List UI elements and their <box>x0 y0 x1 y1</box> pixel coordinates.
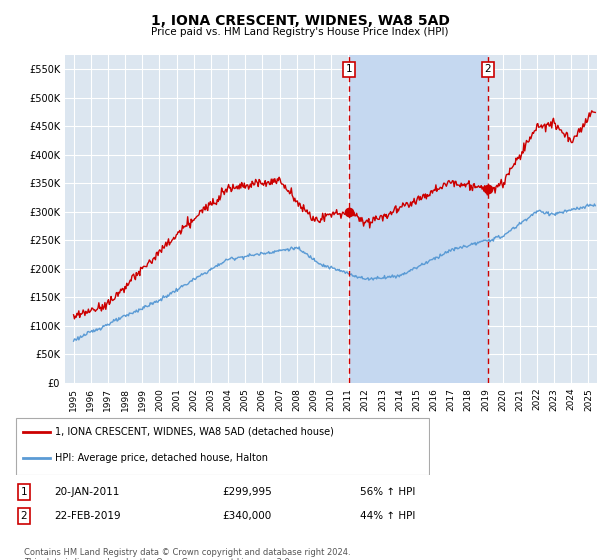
Bar <box>349 55 488 383</box>
Text: 56% ↑ HPI: 56% ↑ HPI <box>360 487 415 497</box>
Text: 44% ↑ HPI: 44% ↑ HPI <box>360 511 415 521</box>
Text: £340,000: £340,000 <box>222 511 271 521</box>
Text: 1, IONA CRESCENT, WIDNES, WA8 5AD: 1, IONA CRESCENT, WIDNES, WA8 5AD <box>151 14 449 28</box>
Text: Contains HM Land Registry data © Crown copyright and database right 2024.
This d: Contains HM Land Registry data © Crown c… <box>24 548 350 560</box>
Text: 20-JAN-2011: 20-JAN-2011 <box>54 487 119 497</box>
Text: 2: 2 <box>20 511 28 521</box>
Text: 1, IONA CRESCENT, WIDNES, WA8 5AD (detached house): 1, IONA CRESCENT, WIDNES, WA8 5AD (detac… <box>55 427 334 437</box>
Text: £299,995: £299,995 <box>222 487 272 497</box>
Text: 22-FEB-2019: 22-FEB-2019 <box>54 511 121 521</box>
Text: Price paid vs. HM Land Registry's House Price Index (HPI): Price paid vs. HM Land Registry's House … <box>151 27 449 37</box>
Text: 1: 1 <box>20 487 28 497</box>
Text: 2: 2 <box>484 64 491 74</box>
FancyBboxPatch shape <box>16 418 428 474</box>
Text: HPI: Average price, detached house, Halton: HPI: Average price, detached house, Halt… <box>55 453 268 463</box>
Text: 1: 1 <box>346 64 352 74</box>
